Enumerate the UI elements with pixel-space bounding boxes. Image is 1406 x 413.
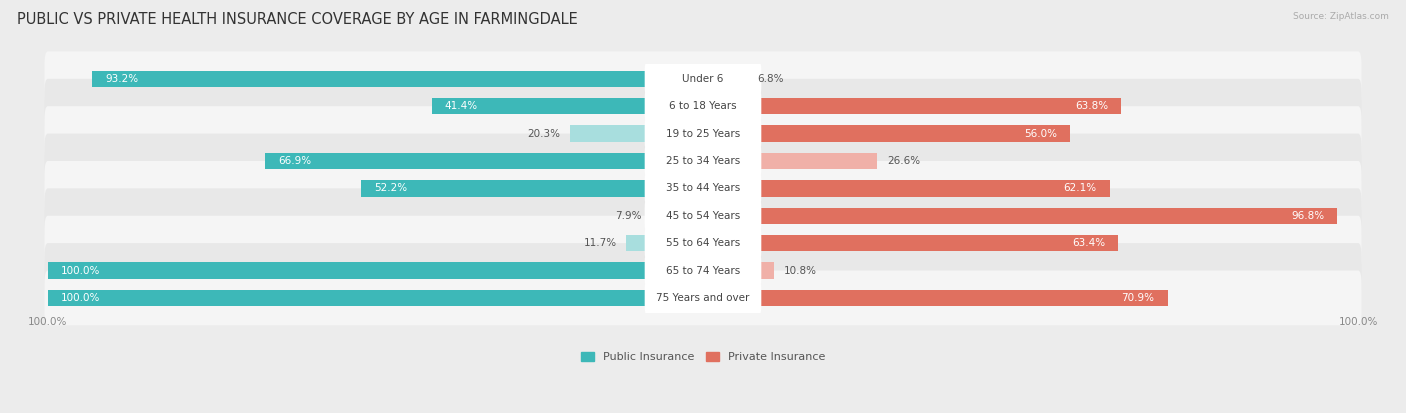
Bar	[626, 235, 703, 252]
Text: 62.1%: 62.1%	[1064, 183, 1097, 193]
Bar	[264, 153, 703, 169]
Bar	[703, 71, 748, 87]
Text: 100.0%: 100.0%	[60, 266, 100, 275]
Text: 41.4%: 41.4%	[444, 101, 478, 111]
Bar	[48, 290, 703, 306]
Text: 66.9%: 66.9%	[278, 156, 311, 166]
Text: 56.0%: 56.0%	[1024, 128, 1057, 139]
Text: 6 to 18 Years: 6 to 18 Years	[669, 101, 737, 111]
FancyBboxPatch shape	[45, 161, 1361, 216]
Text: 25 to 34 Years: 25 to 34 Years	[666, 156, 740, 166]
Text: 93.2%: 93.2%	[105, 74, 139, 84]
Text: 45 to 54 Years: 45 to 54 Years	[666, 211, 740, 221]
Text: 11.7%: 11.7%	[583, 238, 616, 248]
Text: 6.8%: 6.8%	[758, 74, 785, 84]
FancyBboxPatch shape	[645, 225, 761, 261]
Text: 65 to 74 Years: 65 to 74 Years	[666, 266, 740, 275]
Text: 100.0%: 100.0%	[60, 293, 100, 303]
Legend: Public Insurance, Private Insurance: Public Insurance, Private Insurance	[581, 352, 825, 362]
FancyBboxPatch shape	[645, 60, 761, 97]
FancyBboxPatch shape	[645, 170, 761, 206]
Text: 52.2%: 52.2%	[374, 183, 408, 193]
FancyBboxPatch shape	[645, 88, 761, 125]
FancyBboxPatch shape	[45, 216, 1361, 271]
Bar	[703, 180, 1109, 197]
Text: 20.3%: 20.3%	[527, 128, 560, 139]
FancyBboxPatch shape	[645, 142, 761, 179]
Text: 75 Years and over: 75 Years and over	[657, 293, 749, 303]
Text: PUBLIC VS PRIVATE HEALTH INSURANCE COVERAGE BY AGE IN FARMINGDALE: PUBLIC VS PRIVATE HEALTH INSURANCE COVER…	[17, 12, 578, 27]
Text: 19 to 25 Years: 19 to 25 Years	[666, 128, 740, 139]
Bar	[703, 153, 877, 169]
FancyBboxPatch shape	[45, 243, 1361, 298]
Bar	[361, 180, 703, 197]
Text: 26.6%: 26.6%	[887, 156, 921, 166]
Bar	[703, 235, 1118, 252]
FancyBboxPatch shape	[645, 115, 761, 152]
FancyBboxPatch shape	[645, 197, 761, 234]
Text: 63.4%: 63.4%	[1073, 238, 1105, 248]
Bar	[703, 262, 773, 279]
Text: 7.9%: 7.9%	[614, 211, 641, 221]
FancyBboxPatch shape	[645, 252, 761, 289]
Bar	[48, 262, 703, 279]
Bar	[651, 207, 703, 224]
Text: 96.8%: 96.8%	[1291, 211, 1324, 221]
Text: 35 to 44 Years: 35 to 44 Years	[666, 183, 740, 193]
Bar	[569, 126, 703, 142]
FancyBboxPatch shape	[45, 79, 1361, 133]
Bar	[703, 98, 1121, 114]
Bar	[93, 71, 703, 87]
Bar	[432, 98, 703, 114]
Text: 63.8%: 63.8%	[1074, 101, 1108, 111]
Bar	[703, 126, 1070, 142]
FancyBboxPatch shape	[45, 52, 1361, 106]
Bar	[703, 290, 1167, 306]
FancyBboxPatch shape	[645, 280, 761, 316]
FancyBboxPatch shape	[45, 188, 1361, 243]
FancyBboxPatch shape	[45, 271, 1361, 325]
FancyBboxPatch shape	[45, 106, 1361, 161]
Bar	[703, 207, 1337, 224]
Text: Under 6: Under 6	[682, 74, 724, 84]
Text: 10.8%: 10.8%	[783, 266, 817, 275]
Text: 55 to 64 Years: 55 to 64 Years	[666, 238, 740, 248]
Text: Source: ZipAtlas.com: Source: ZipAtlas.com	[1294, 12, 1389, 21]
FancyBboxPatch shape	[45, 133, 1361, 188]
Text: 70.9%: 70.9%	[1122, 293, 1154, 303]
